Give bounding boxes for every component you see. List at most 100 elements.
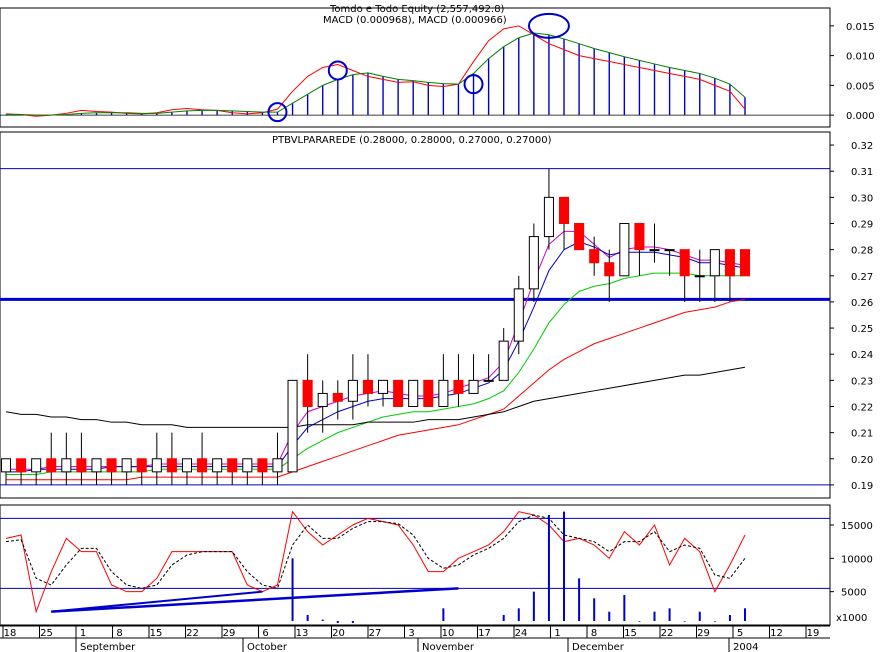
stoch-y-tick-label: 10000 [841,554,873,565]
x-day-label: 18 [4,628,17,639]
price-candle [227,458,238,485]
price-candle [91,458,102,485]
candle-body [709,249,720,277]
price-candle [589,236,600,276]
price-y-tick-label: 0.19 [851,481,873,492]
price-panel: 0.32 0.31 0.30 0.29 0.28 0.27 0.26 0.25 0.24 0.23… [0,141,873,492]
price-y-tick-label: 0.20 [851,455,873,466]
x-day-label: 22 [186,628,199,639]
x-day-label: 29 [697,628,710,639]
price-y-tick-label: 0.28 [851,246,873,257]
candle-body [242,458,253,473]
candle-body [468,379,479,394]
chart-header-title: Tomdo e Todo Equity (2,557,492.8) [329,4,505,15]
x-day-label: 24 [515,628,528,639]
price-candle [287,379,298,473]
ma-fast-line [6,230,746,470]
macd-highlight-circle [463,74,484,95]
price-candle [332,380,343,420]
price-candle [664,249,675,276]
price-candle [408,379,419,408]
price-y-tick-label: 0.32 [851,141,873,152]
price-candle [483,354,494,382]
price-y-tick-label: 0.31 [851,167,873,178]
candle-body [679,249,690,277]
macd-line [5,25,746,117]
x-day-label: 15 [624,628,637,639]
price-candle [694,249,705,302]
stoch-trend-line [51,587,459,613]
price-candle [317,380,328,433]
candle-body [362,379,373,394]
candle-body [574,223,585,251]
candle-body [378,379,389,394]
price-candle [197,432,208,485]
price-candle [423,379,434,408]
macd-panel-title: MACD (0.000968), MACD (0.000966) [323,15,507,26]
x-day-label: 29 [223,628,236,639]
candle-body [589,249,600,264]
candle-body [393,379,404,408]
candle-body [91,458,102,473]
price-candle [574,223,585,251]
candle-body [317,392,328,407]
candle-body [604,262,615,277]
volume-unit-label: x1000 [836,613,867,624]
x-day-label: 27 [369,628,382,639]
price-candle [649,223,660,263]
candle-body [121,458,132,473]
candle-body [724,249,735,277]
price-y-tick-label: 0.23 [851,376,873,387]
candle-body [664,249,675,252]
candle-body [634,223,645,251]
price-y-tick-label: 0.25 [851,324,873,335]
price-candle [604,249,615,302]
stoch-y-tick-label: 5000 [841,588,866,599]
x-day-label: 5 [737,628,743,639]
price-candle [543,168,554,250]
candle-body [136,458,147,473]
x-axis: 18 25 1 8 15 22 29 6 13 20 27 3 10 17 24 1 8 15 22 29 5 12 19S… [0,625,830,652]
price-y-tick-label: 0.26 [851,298,873,309]
price-candle [347,354,358,420]
candle-body [739,249,751,277]
price-candle [709,249,720,302]
price-candle [136,458,147,485]
price-candle [302,354,313,433]
candle-body [423,379,434,408]
price-y-tick-label: 0.27 [851,272,873,283]
macd-y-tick-label: 0.015 [846,22,875,33]
macd-y-tick-label: 0.000 [846,111,875,122]
price-candle [106,458,117,485]
price-panel-title: PTBVLPARAREDE (0.28000, 0.28000, 0.27000… [272,135,552,146]
volume-panel [291,511,746,623]
price-candle [619,223,630,277]
candle-body [227,458,238,473]
price-y-tick-label: 0.22 [851,403,873,414]
candle-body [558,196,570,225]
candle-body [543,196,554,238]
macd-highlight-circle [327,60,348,81]
candle-body [347,379,358,402]
price-candle [513,275,524,355]
price-candle [362,354,373,407]
candle-body [31,458,42,473]
x-day-label: 10 [442,628,455,639]
x-day-label: 22 [661,628,674,639]
price-candle [121,458,132,485]
macd-highlight-circle [267,102,288,123]
candle-body [76,458,87,473]
price-candle [558,196,570,250]
candle-body [332,392,343,402]
price-y-tick-label: 0.29 [851,220,873,231]
price-candle [46,432,57,485]
price-candle [393,379,404,408]
panel-frames [0,7,831,626]
price-candle [257,458,268,485]
stoch-k-line [5,510,746,614]
x-day-label: 19 [807,628,820,639]
price-candle [498,328,509,381]
price-y-tick-label: 0.30 [851,193,873,204]
x-day-label: 8 [591,628,597,639]
